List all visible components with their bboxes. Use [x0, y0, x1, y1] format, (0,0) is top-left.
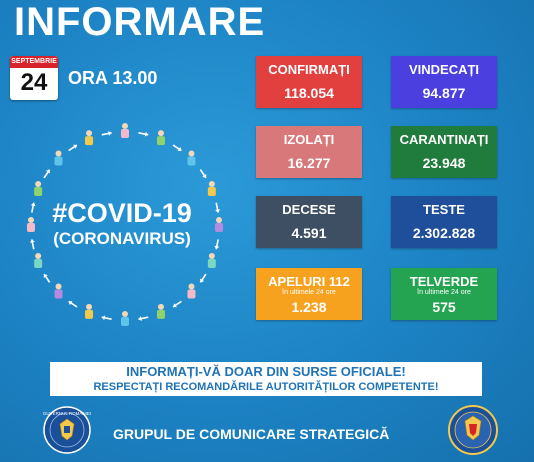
stat-label: CARANTINAȚI: [399, 132, 489, 147]
ring-arrowhead: [215, 209, 221, 213]
stat-label: APELURI 112: [268, 274, 350, 289]
stat-value: 4.591: [291, 225, 327, 241]
banner-line-2: RESPECTAȚI RECOMANDĂRILE AUTORITĂȚILOR C…: [93, 381, 439, 393]
page-title: INFORMARE: [14, 0, 266, 44]
stat-box-telverde: TELVERDE în ultimele 24 ore 575: [391, 268, 497, 320]
ring-arrowhead: [199, 278, 205, 283]
person-icon: [121, 123, 129, 138]
report-time: ORA 13.00: [68, 68, 158, 88]
stat-box-isolated: IZOLAȚI 16.277: [256, 126, 362, 178]
stat-label: CONFIRMAȚI: [268, 62, 350, 77]
ring-arrowhead: [30, 202, 36, 207]
calendar-icon: SEPTEMBRIE 24: [10, 56, 58, 100]
ring-arrowhead: [108, 130, 112, 136]
stat-box-tests: TESTE 2.302.828: [391, 196, 497, 248]
stat-box-calls-112: APELURI 112 în ultimele 24 ore 1.238: [256, 268, 362, 320]
stat-label: IZOLAȚI: [283, 132, 335, 147]
ring-arrowhead: [43, 274, 48, 278]
person-icon: [207, 252, 216, 268]
person-icon: [34, 252, 43, 268]
government-crest-icon: GUVERNUL ROMÂNIEI: [43, 406, 91, 454]
person-icon: [54, 283, 63, 299]
official-sources-banner: INFORMAȚI-VĂ DOAR DIN SURSE OFICIALE! RE…: [50, 362, 482, 396]
person-icon: [85, 303, 94, 319]
person-icon: [34, 181, 43, 197]
stat-box-recovered: VINDECAȚI 94.877: [391, 56, 497, 108]
stat-value: 2.302.828: [412, 225, 476, 241]
person-icon: [156, 303, 165, 319]
stat-value: 118.054: [284, 85, 334, 101]
ring-arrowhead: [45, 169, 51, 174]
ring-arrowhead: [173, 303, 177, 308]
footer-organization: GRUPUL DE COMUNICARE STRATEGICĂ: [113, 426, 390, 442]
ring-arrowhead: [29, 239, 35, 243]
banner-line-1: INFORMAȚI-VĂ DOAR DIN SURSE OFICIALE!: [126, 364, 406, 379]
stat-value: 575: [432, 299, 456, 315]
stat-value: 23.948: [422, 155, 466, 171]
ring-arrowhead: [73, 144, 77, 149]
stat-sublabel: în ultimele 24 ore: [417, 289, 471, 296]
person-icon: [187, 150, 196, 166]
ring-arrowhead: [144, 131, 149, 137]
ministry-seal-icon: [448, 405, 498, 455]
stat-value: 94.877: [422, 85, 466, 101]
person-icon: [121, 311, 129, 326]
person-icon: [187, 283, 196, 299]
stat-label: TESTE: [423, 202, 465, 217]
person-icon: [27, 217, 35, 232]
ring-arrowhead: [68, 300, 73, 306]
logo-left-text: GUVERNUL ROMÂNIEI: [43, 410, 91, 416]
stat-label: VINDECAȚI: [408, 62, 480, 77]
person-icon: [215, 217, 223, 232]
person-icon: [156, 130, 165, 146]
calendar-day: 24: [20, 69, 48, 96]
ring-arrowhead: [202, 174, 207, 178]
stat-box-quarantined: CARANTINAȚI 23.948: [391, 126, 497, 178]
stat-value: 1.238: [291, 299, 327, 315]
stat-box-confirmed: CONFIRMAȚI 118.054: [256, 56, 362, 108]
calendar-month: SEPTEMBRIE: [10, 56, 58, 68]
stat-box-deaths: DECESE 4.591: [256, 196, 362, 248]
stat-label: TELVERDE: [409, 274, 479, 289]
covid-tag: #COVID-19: [52, 198, 192, 228]
covid-label: #COVID-19 (CORONAVIRUS): [20, 198, 224, 250]
ring-arrowhead: [214, 245, 220, 250]
stat-sublabel: în ultimele 24 ore: [282, 289, 336, 296]
person-icon: [207, 181, 216, 197]
covid-subtitle: (CORONAVIRUS): [53, 229, 191, 248]
ring-arrowhead: [101, 315, 106, 321]
ring-arrowhead: [138, 316, 142, 322]
ring-arrowhead: [177, 146, 182, 152]
stat-label: DECESE: [282, 202, 336, 217]
person-icon: [85, 130, 94, 146]
person-icon: [54, 150, 63, 166]
people-ring-icon: [27, 123, 223, 326]
stat-value: 16.277: [287, 155, 331, 171]
